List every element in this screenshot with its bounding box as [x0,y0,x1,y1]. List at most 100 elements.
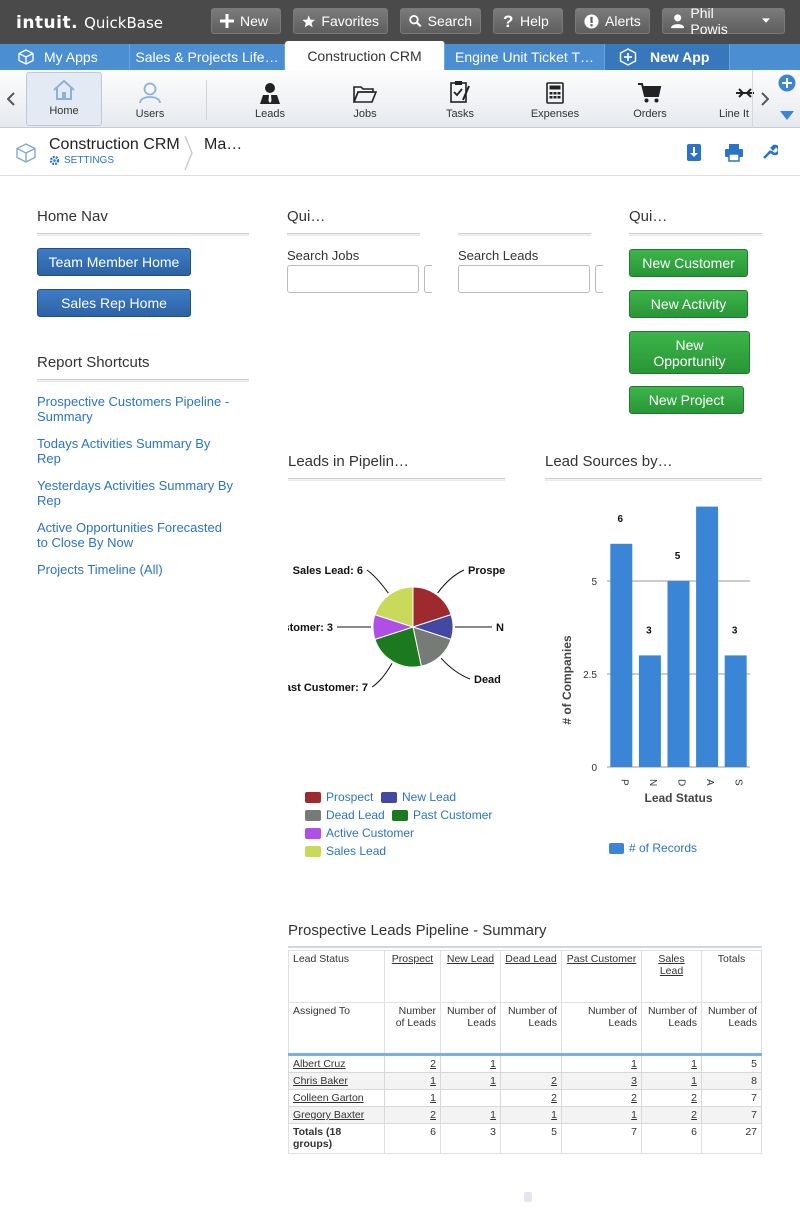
report-link[interactable]: Projects Timeline (All) [37,562,163,577]
download-icon[interactable] [686,143,702,162]
jobs-nav-button[interactable]: Jobs [325,70,405,128]
column-header[interactable]: Past Customer [561,950,642,1003]
count-cell[interactable]: 2 [641,1089,702,1107]
count-link[interactable]: 1 [490,1075,496,1087]
pie-slice[interactable] [412,586,452,628]
count-link[interactable]: 1 [430,1075,436,1087]
assignee-link[interactable]: Colleen Garton [293,1092,364,1104]
wrench-settings-icon[interactable] [762,143,778,160]
count-cell[interactable]: 1 [561,1054,642,1073]
bar[interactable] [696,506,719,767]
leads-nav-button[interactable]: Leads [230,70,310,128]
report-link[interactable]: Todays Activities Summary By Rep [37,436,211,466]
count-link[interactable]: 1 [551,1109,557,1121]
assignee-link[interactable]: Gregory Baxter [293,1109,365,1121]
dead-lead-header-link[interactable]: Dead Lead [505,953,557,965]
new-activity-button[interactable]: New Activity [629,290,748,318]
search-leads-go-button[interactable] [595,265,603,293]
bar[interactable] [610,543,633,767]
count-link[interactable]: 1 [430,1092,436,1104]
user-menu-button[interactable]: Phil Powis [662,5,785,37]
count-cell[interactable]: 1 [500,1106,562,1124]
count-cell[interactable]: 2 [500,1089,562,1107]
orders-nav-button[interactable]: Orders [610,70,690,128]
count-link[interactable]: 2 [551,1075,557,1087]
count-cell[interactable] [500,1054,562,1073]
assignee-link[interactable]: Chris Baker [293,1075,348,1087]
column-header[interactable]: New Lead [440,950,501,1003]
alerts-button[interactable]: Alerts [575,8,650,34]
count-cell[interactable]: 1 [440,1072,501,1090]
count-link[interactable]: 1 [631,1109,637,1121]
pie-legend-item[interactable]: Sales Lead [305,844,386,858]
column-header[interactable]: Prospect [384,950,441,1003]
count-cell[interactable]: 2 [500,1072,562,1090]
count-link[interactable]: 1 [691,1058,697,1070]
count-cell[interactable]: 1 [641,1072,702,1090]
bar[interactable] [667,581,690,767]
home-nav-button[interactable]: Home [26,72,102,126]
search-jobs-go-button[interactable] [424,265,432,293]
assignee-cell[interactable]: Gregory Baxter [288,1106,385,1124]
intuit-quickbase-logo[interactable]: intuit. QuickBase [16,13,164,33]
print-icon[interactable] [724,143,744,162]
expenses-nav-button[interactable]: Expenses [515,70,595,128]
pie-slice[interactable] [374,626,422,668]
count-link[interactable]: 2 [551,1092,557,1104]
count-link[interactable]: 2 [691,1109,697,1121]
more-tables-button[interactable] [780,108,798,122]
tasks-nav-button[interactable]: Tasks [420,70,500,128]
count-cell[interactable]: 1 [440,1106,501,1124]
count-link[interactable]: 2 [430,1058,436,1070]
add-table-button[interactable] [778,74,798,94]
count-cell[interactable]: 3 [561,1072,642,1090]
count-cell[interactable] [440,1089,501,1107]
scroll-right-button[interactable] [752,70,776,128]
count-link[interactable]: 1 [490,1058,496,1070]
users-nav-button[interactable]: Users [110,70,190,128]
new-opportunity-button[interactable]: New Opportunity [629,331,750,374]
pie-slice[interactable] [374,586,414,628]
count-cell[interactable]: 2 [384,1054,441,1073]
sales-rep-home-button[interactable]: Sales Rep Home [37,289,191,317]
assignee-cell[interactable]: Colleen Garton [288,1089,385,1107]
past-customer-header-link[interactable]: Past Customer [566,953,637,965]
report-link[interactable]: Yesterdays Activities Summary By Rep [37,478,234,508]
new-customer-button[interactable]: New Customer [629,249,748,277]
bar-legend-item[interactable]: # of Records [609,841,697,855]
assignee-link[interactable]: Albert Cruz [293,1058,346,1070]
bar[interactable] [724,655,747,767]
tab-sales-projects[interactable]: Sales & Projects Life… [130,44,285,70]
pie-legend-item[interactable]: Dead Lead [305,808,385,822]
count-cell[interactable]: 1 [384,1089,441,1107]
team-member-home-button[interactable]: Team Member Home [37,248,191,276]
assignee-cell[interactable]: Chris Baker [288,1072,385,1090]
new-lead-header-link[interactable]: New Lead [446,953,495,965]
count-link[interactable]: 1 [691,1075,697,1087]
search-button[interactable]: Search [400,8,481,34]
report-link[interactable]: Active Opportunities Forecasted to Close… [37,520,222,550]
sales-lead-header-link[interactable]: Sales Lead [658,953,685,977]
tab-new-app[interactable]: New App [605,44,730,70]
report-link[interactable]: Prospective Customers Pipeline - Summary [37,394,230,424]
count-cell[interactable]: 1 [561,1106,642,1124]
favorites-button[interactable]: Favorites [293,8,388,34]
count-link[interactable]: 2 [691,1092,697,1104]
tab-engine-unit[interactable]: Engine Unit Ticket T… [445,44,605,70]
resize-handle[interactable] [524,1192,532,1202]
tab-my-apps[interactable]: My Apps [0,44,130,70]
count-cell[interactable]: 2 [641,1106,702,1124]
count-cell[interactable]: 1 [641,1054,702,1073]
count-cell[interactable]: 2 [561,1089,642,1107]
count-cell[interactable]: 1 [440,1054,501,1073]
count-link[interactable]: 3 [631,1075,637,1087]
bar[interactable] [638,655,661,767]
scroll-left-button[interactable] [0,70,22,128]
new-project-button[interactable]: New Project [629,386,744,414]
assignee-cell[interactable]: Albert Cruz [288,1054,385,1073]
count-link[interactable]: 2 [430,1109,436,1121]
new-button[interactable]: New [211,8,281,34]
pie-legend-item[interactable]: Prospect [305,790,373,804]
count-link[interactable]: 2 [631,1092,637,1104]
search-leads-input[interactable] [458,265,590,293]
